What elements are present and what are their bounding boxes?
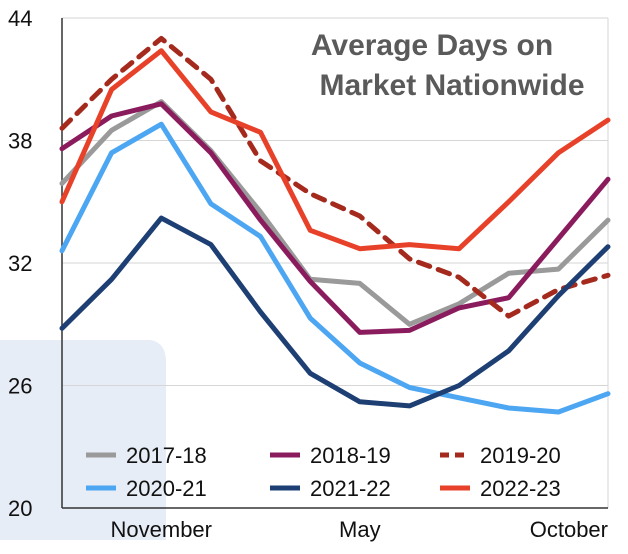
chart-title: Average Days on Market Nationwide <box>311 29 585 102</box>
shaded-overlay-shape <box>0 340 166 540</box>
y-tick-label: 32 <box>8 251 32 276</box>
legend-label-2020-21: 2020-21 <box>126 476 207 501</box>
y-tick-label: 20 <box>8 496 32 521</box>
series-line-2018-19 <box>59 101 611 335</box>
series-lines <box>59 35 611 415</box>
series-line-2021-22 <box>59 215 611 409</box>
x-tick-label-november: November <box>111 517 212 542</box>
legend: 2017-18 2018-19 2019-20 2020-21 2021-22 2022-… <box>86 443 561 501</box>
x-tick-label-october: October <box>530 517 608 542</box>
axes: 20 26 32 38 44 November May October <box>8 6 608 542</box>
chart-title-line-2: Market Nationwide <box>319 69 584 102</box>
legend-label-2022-23: 2022-23 <box>480 476 561 501</box>
series-line-2022-23 <box>59 48 611 252</box>
y-tick-label: 44 <box>8 6 32 31</box>
chart-title-line-1: Average Days on <box>311 29 553 62</box>
y-tick-label: 38 <box>8 129 32 154</box>
series-line-2020-21 <box>59 121 611 415</box>
x-tick-label-may: May <box>339 517 381 542</box>
y-tick-label: 26 <box>8 374 32 399</box>
legend-label-2018-19: 2018-19 <box>310 443 391 468</box>
legend-label-2017-18: 2017-18 <box>126 443 207 468</box>
series-line-2019-20 <box>59 35 611 319</box>
legend-label-2019-20: 2019-20 <box>480 443 561 468</box>
legend-label-2021-22: 2021-22 <box>310 476 391 501</box>
